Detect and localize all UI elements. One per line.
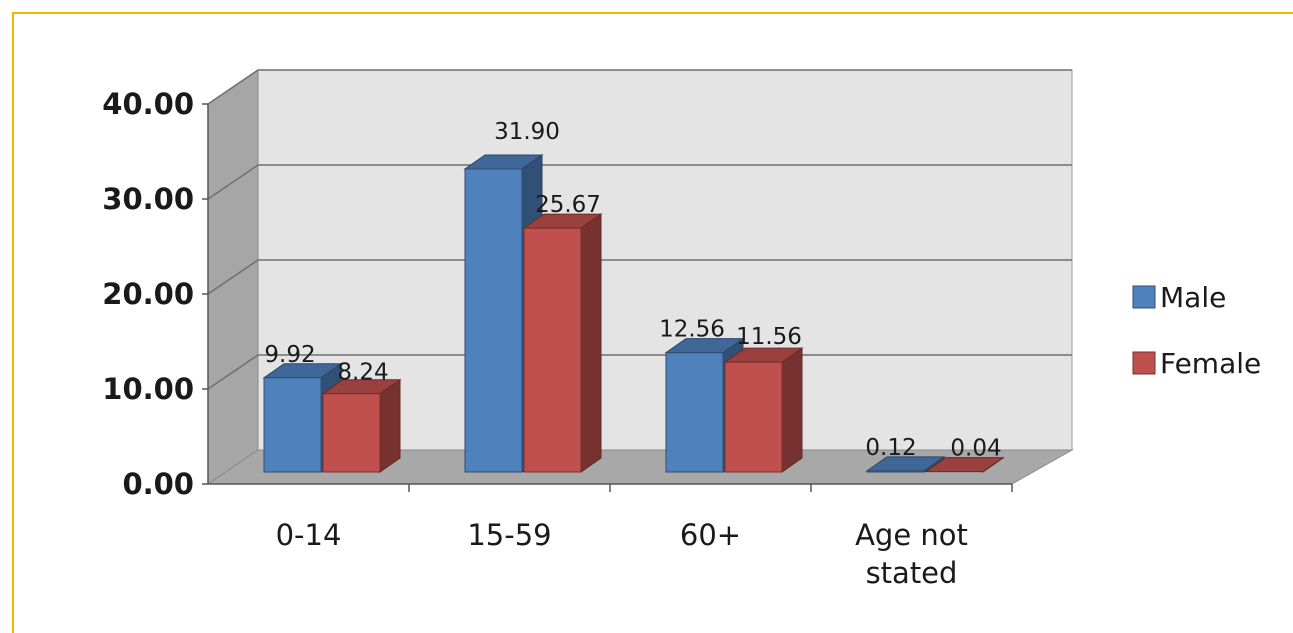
bar-side [580,213,602,473]
bar-male [464,168,523,473]
y-tick-label: 0.00 [122,467,194,501]
legend-label: Male [1160,281,1226,314]
legend-swatch-female [1132,351,1156,375]
y-tick-label: 20.00 [102,277,194,311]
data-label: 0.04 [950,436,1001,462]
bar-female [724,361,783,473]
y-tick-label: 30.00 [102,182,194,216]
legend-swatch-male [1132,285,1156,309]
bar-male [866,470,925,473]
legend-label: Female [1160,347,1261,380]
bar-female [322,393,381,473]
y-tick-label: 40.00 [102,87,194,121]
bar-male [665,352,724,473]
bar-side [781,347,803,473]
y-tick-label: 10.00 [102,372,194,406]
data-label: 8.24 [337,360,388,386]
category-label: 60+ [680,518,741,552]
data-label: 9.92 [264,342,315,368]
gridline [207,164,1072,200]
data-label: 12.56 [659,317,725,343]
gridline [207,259,1072,295]
bar-side [379,378,401,473]
category-label: stated [866,556,958,590]
category-label: 0-14 [276,518,342,552]
category-label: 15-59 [467,518,551,552]
data-label: 0.12 [865,435,916,461]
chart-frame [12,12,1293,633]
bar-male [263,377,322,473]
data-label: 31.90 [494,119,560,145]
bar-female [523,227,582,473]
data-label: 25.67 [535,192,601,218]
data-label: 11.56 [736,324,802,350]
gridline [207,69,1072,105]
category-label: Age not [855,518,968,552]
bar-top [924,457,1005,473]
